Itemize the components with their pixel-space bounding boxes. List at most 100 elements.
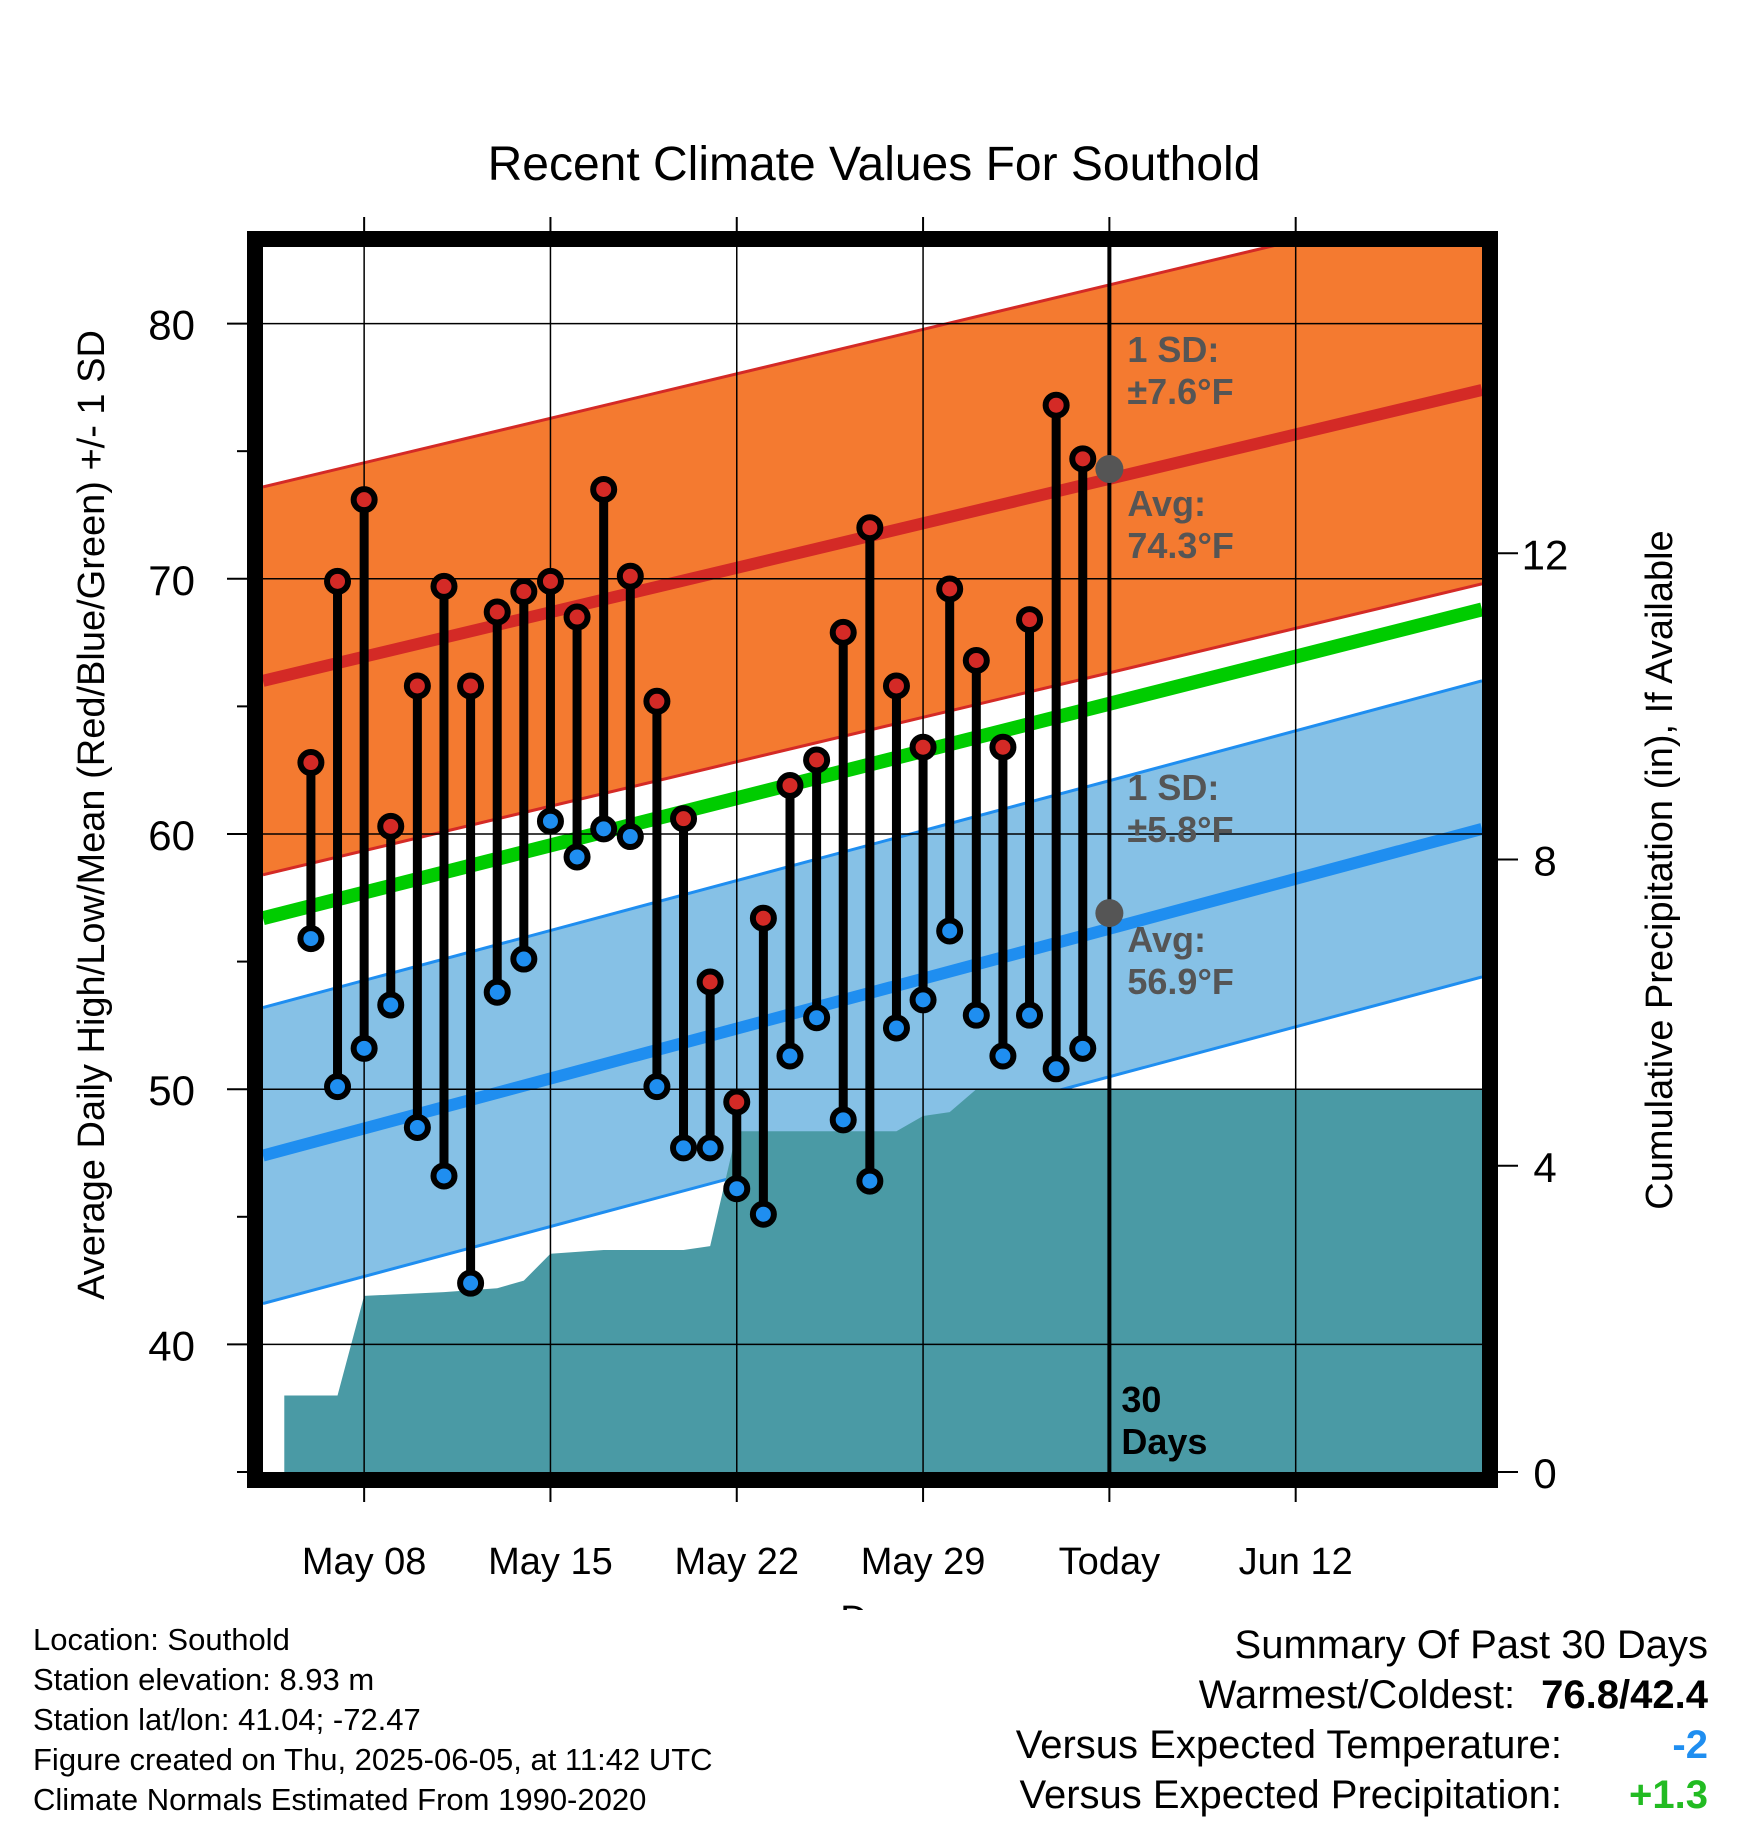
- daily-high-marker: [776, 771, 804, 799]
- low-sd-annotation: ±5.8°F: [1127, 809, 1233, 850]
- station-info: Location: Southold Station elevation: 8.…: [33, 1620, 713, 1820]
- daily-low-marker: [803, 1004, 831, 1032]
- y-axis-label: Average Daily High/Low/Mean (Red/Blue/Gr…: [71, 330, 113, 1300]
- elevation-text: Station elevation: 8.93 m: [33, 1662, 375, 1697]
- y-tick-label: 50: [148, 1067, 195, 1114]
- low-avg-annotation: Avg:: [1127, 919, 1206, 960]
- daily-low-marker: [1069, 1034, 1097, 1062]
- y2-tick-label: 0: [1533, 1450, 1556, 1497]
- daily-high-marker: [936, 575, 964, 603]
- daily-low-marker: [1042, 1055, 1070, 1083]
- daily-high-marker: [696, 968, 724, 996]
- summary-panel: Summary Of Past 30 Days Warmest/Coldest:…: [1016, 1620, 1708, 1820]
- latlon-text: Station lat/lon: 41.04; -72.47: [33, 1702, 421, 1737]
- daily-low-marker: [350, 1034, 378, 1062]
- daily-low-marker: [776, 1042, 804, 1070]
- daily-high-marker: [803, 746, 831, 774]
- temp-value: -2: [1672, 1723, 1708, 1767]
- high-avg-annotation: 74.3°F: [1127, 525, 1233, 566]
- daily-high-marker: [297, 749, 325, 777]
- precip-label: Versus Expected Precipitation:: [1019, 1773, 1562, 1817]
- daily-low-marker: [590, 815, 618, 843]
- high-upper-sd-line: [263, 247, 1275, 489]
- temp-label: Versus Expected Temperature:: [1015, 1723, 1562, 1767]
- daily-low-marker: [723, 1175, 751, 1203]
- daily-low-marker: [510, 945, 538, 973]
- x-tick-label: Today: [1059, 1541, 1160, 1583]
- normals-text: Climate Normals Estimated From 1990-2020: [33, 1782, 647, 1817]
- daily-low-marker: [989, 1042, 1017, 1070]
- high-sd-annotation: 1 SD:: [1127, 329, 1219, 370]
- daily-low-marker: [536, 807, 564, 835]
- daily-low-marker: [856, 1167, 884, 1195]
- climate-chart: Recent Climate Values For Southold 1 SD:…: [71, 138, 1681, 1610]
- daily-high-marker: [563, 603, 591, 631]
- daily-low-marker: [829, 1106, 857, 1134]
- x-tick-label: May 15: [488, 1541, 613, 1583]
- daily-high-marker: [856, 514, 884, 542]
- coldest-value: 42.4: [1630, 1673, 1708, 1717]
- y2-tick-label: 12: [1522, 531, 1569, 578]
- y2-tick-label: 8: [1533, 838, 1556, 885]
- low-avg-annotation: 56.9°F: [1127, 961, 1233, 1002]
- today-low-avg-dot: [1095, 899, 1124, 928]
- daily-low-marker: [882, 1014, 910, 1042]
- x-tick-label: May 29: [861, 1541, 986, 1583]
- daily-low-marker: [430, 1162, 458, 1190]
- temp-row: Versus Expected Temperature: -2: [1016, 1720, 1708, 1770]
- daily-high-marker: [403, 672, 431, 700]
- daily-high-marker: [723, 1088, 751, 1116]
- daily-low-marker: [563, 843, 591, 871]
- daily-high-marker: [324, 567, 352, 595]
- daily-high-marker: [1069, 445, 1097, 473]
- daily-low-marker: [936, 917, 964, 945]
- daily-low-marker: [403, 1113, 431, 1141]
- daily-low-marker: [457, 1269, 485, 1297]
- daily-low-marker: [616, 823, 644, 851]
- summary-title: Summary Of Past 30 Days: [1234, 1623, 1708, 1667]
- plot-frame: [247, 231, 1498, 1488]
- precip-row: Versus Expected Precipitation: +1.3: [1016, 1770, 1708, 1820]
- daily-high-marker: [1016, 606, 1044, 634]
- warmest-coldest-label: Warmest/Coldest:: [1198, 1673, 1516, 1717]
- y-tick-label: 80: [148, 302, 195, 349]
- daily-high-marker: [962, 646, 990, 674]
- y2-tick-label: 4: [1533, 1144, 1556, 1191]
- daily-high-marker: [1042, 391, 1070, 419]
- daily-low-marker: [909, 986, 937, 1014]
- low-sd-annotation: 1 SD:: [1127, 767, 1219, 808]
- daily-low-marker: [377, 991, 405, 1019]
- today-days-annotation: 30: [1121, 1379, 1161, 1420]
- daily-high-marker: [350, 486, 378, 514]
- daily-high-marker: [510, 578, 538, 606]
- daily-low-marker: [643, 1073, 671, 1101]
- daily-high-marker: [616, 562, 644, 590]
- precip-value: +1.3: [1629, 1773, 1708, 1817]
- chart-title: Recent Climate Values For Southold: [488, 138, 1261, 191]
- x-axis-label: Day: [840, 1599, 908, 1610]
- daily-low-marker: [483, 978, 511, 1006]
- x-tick-label: Jun 12: [1239, 1541, 1353, 1583]
- daily-low-marker: [1016, 1001, 1044, 1029]
- daily-low-marker: [696, 1134, 724, 1162]
- plot-inner: [263, 247, 1482, 1472]
- y-tick-label: 70: [148, 557, 195, 604]
- daily-low-marker: [749, 1200, 777, 1228]
- x-tick-label: May 08: [302, 1541, 427, 1583]
- warmest-value: 76.8: [1541, 1673, 1620, 1717]
- y-tick-label: 60: [148, 812, 195, 859]
- y-tick-label: 40: [148, 1322, 195, 1369]
- today-days-annotation: Days: [1121, 1421, 1207, 1462]
- y2-axis-label: Cumulative Precipitation (in), If Availa…: [1639, 530, 1681, 1209]
- daily-high-marker: [483, 598, 511, 626]
- warmest-coldest-row: Warmest/Coldest: 76.8/42.4: [1198, 1673, 1708, 1717]
- daily-high-marker: [882, 672, 910, 700]
- high-sd-annotation: ±7.6°F: [1127, 371, 1233, 412]
- location-text: Location: Southold: [33, 1622, 290, 1657]
- daily-high-marker: [989, 733, 1017, 761]
- x-tick-label: May 22: [674, 1541, 799, 1583]
- created-text: Figure created on Thu, 2025-06-05, at 11…: [33, 1742, 713, 1777]
- daily-high-marker: [749, 904, 777, 932]
- daily-high-marker: [590, 475, 618, 503]
- daily-high-marker: [536, 567, 564, 595]
